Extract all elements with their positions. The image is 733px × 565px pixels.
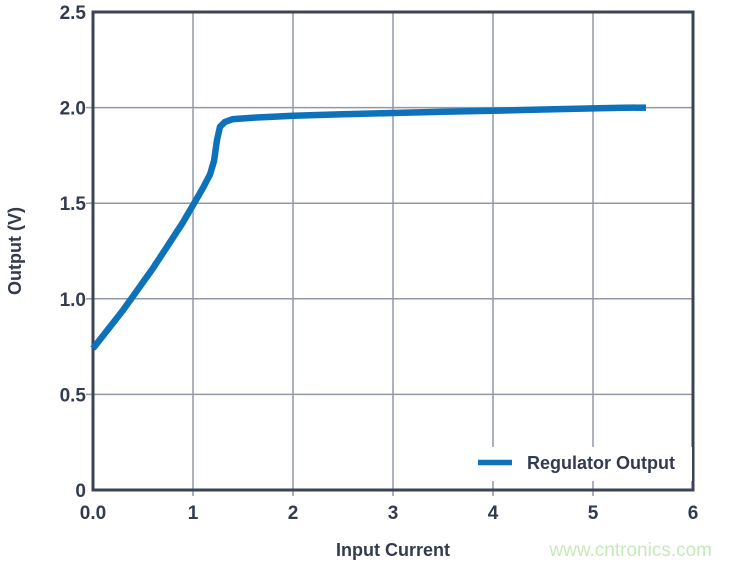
- legend: Regulator Output: [468, 447, 692, 481]
- y-tick-label: 1.5: [60, 194, 87, 215]
- y-tick-label: 2.0: [60, 99, 86, 120]
- grid-lines: [86, 12, 693, 496]
- x-tick-label: 3: [388, 503, 399, 524]
- regulator-output-line: [90, 104, 647, 351]
- y-axis-label: Output (V): [5, 207, 25, 295]
- x-tick-label: 0.0: [80, 503, 106, 524]
- y-tick-labels: 0 0.5 1.0 1.5 2.0 2.5: [60, 3, 87, 502]
- legend-label: Regulator Output: [527, 453, 675, 473]
- plot-border: [91, 10, 695, 492]
- x-tick-label: 5: [588, 503, 599, 524]
- watermark: www.cntronics.com: [548, 540, 712, 561]
- x-tick-label: 4: [488, 503, 499, 524]
- y-tick-label: 0: [75, 481, 86, 502]
- x-tick-label: 2: [288, 503, 299, 524]
- y-tick-label: 2.5: [60, 3, 87, 24]
- x-tick-label: 1: [188, 503, 199, 524]
- x-tick-labels: 0.0 1 2 3 4 5 6: [80, 503, 699, 524]
- y-tick-label: 1.0: [60, 290, 86, 311]
- x-axis-label: Input Current: [336, 540, 450, 560]
- y-tick-label: 0.5: [60, 385, 87, 406]
- x-tick-label: 6: [688, 503, 699, 524]
